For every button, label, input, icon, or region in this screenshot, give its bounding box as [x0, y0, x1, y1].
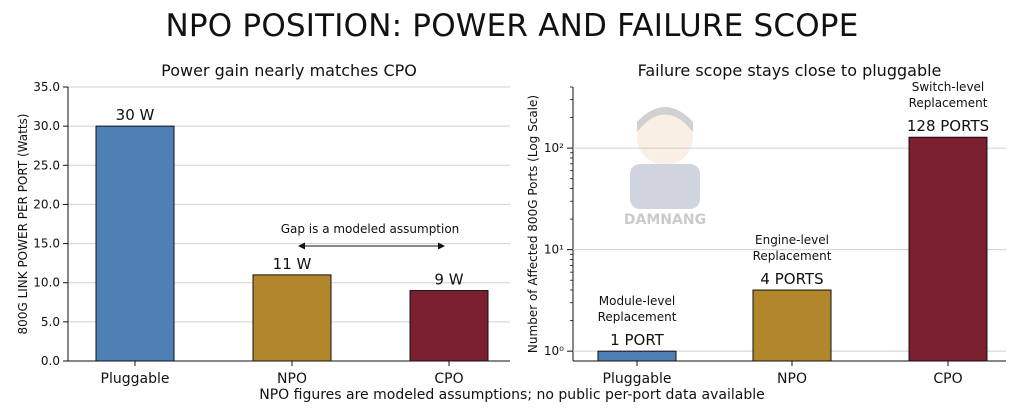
y-tick-label: 0.0 — [41, 354, 60, 368]
bar-cpo — [409, 290, 489, 362]
x-tick-label: NPO — [277, 371, 307, 387]
y-axis-label: Number of Affected 800G Ports (Log Scale… — [526, 95, 540, 353]
x-tick-label: CPO — [933, 371, 962, 387]
svg-text:DAMNANG: DAMNANG — [624, 212, 706, 228]
scope-label: Switch-level — [912, 80, 985, 94]
failure-scope-chart: Failure scope stays close to pluggable 10… — [526, 61, 1006, 387]
y-tick-label: 15.0 — [33, 237, 60, 251]
data-label: 1 PORT — [610, 331, 664, 349]
y-tick-label: 5.0 — [41, 315, 60, 329]
chart-title: Failure scope stays close to pluggable — [638, 61, 942, 80]
bar-pluggable — [597, 350, 677, 362]
scope-label: Replacement — [598, 310, 677, 324]
bar-cpo — [908, 136, 988, 362]
y-tick-label: 20.0 — [33, 197, 60, 211]
scope-label: Engine-level — [755, 233, 829, 247]
data-label: 128 PORTS — [907, 117, 989, 135]
data-label: 9 W — [434, 271, 463, 289]
watermark-logo: DAMNANG — [624, 107, 706, 228]
page-title: NPO POSITION: POWER AND FAILURE SCOPE — [165, 8, 859, 44]
x-tick-label: NPO — [777, 371, 807, 387]
y-tick-label: 35.0 — [33, 80, 60, 94]
y-tick-label: 10⁰ — [544, 344, 564, 358]
scope-label: Replacement — [909, 96, 988, 110]
x-tick-label: CPO — [434, 371, 463, 387]
y-tick-label: 10.0 — [33, 276, 60, 290]
x-tick-label: Pluggable — [101, 371, 170, 387]
arrow-head-right — [438, 242, 445, 250]
y-tick-label: 25.0 — [33, 158, 60, 172]
bar-npo — [252, 274, 332, 362]
footnote: NPO figures are modeled assumptions; no … — [259, 387, 765, 403]
y-axis-label: 800G LINK POWER PER PORT (Watts) — [16, 114, 30, 335]
data-label: 4 PORTS — [760, 270, 823, 288]
bar-npo — [752, 289, 832, 362]
x-tick-label: Pluggable — [603, 371, 672, 387]
scope-label: Module-level — [599, 294, 676, 308]
power-chart: Power gain nearly matches CPO 0.0 5.0 10.0 1… — [16, 61, 510, 387]
arrow-head-left — [298, 242, 305, 250]
chart-title: Power gain nearly matches CPO — [161, 61, 417, 80]
scope-label: Replacement — [753, 249, 832, 263]
bar-pluggable — [95, 125, 175, 362]
data-label: 11 W — [273, 255, 312, 273]
data-label: 30 W — [116, 106, 155, 124]
annotation-text: Gap is a modeled assumption — [281, 222, 460, 236]
y-tick-label: 10² — [544, 141, 564, 155]
y-tick-label: 10¹ — [544, 243, 564, 257]
y-tick-label: 30.0 — [33, 119, 60, 133]
